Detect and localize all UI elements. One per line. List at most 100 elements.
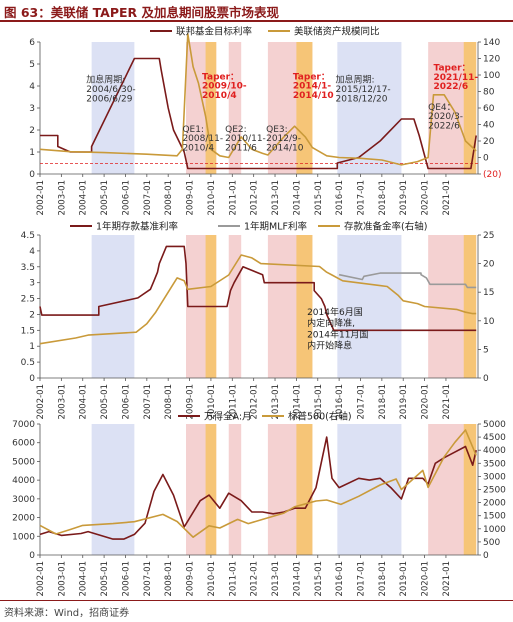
ytick-label-left: 0 [29,170,35,180]
ytick-label-right: 4000 [483,446,506,456]
ytick-label-right: 3000 [483,472,506,482]
xtick-label: 2002-01 [36,561,46,597]
annotation-text: 2014年11月国 [307,328,368,340]
xtick-label: 2003-01 [57,180,67,216]
xtick-label: 2020-01 [421,561,431,597]
xtick-label: 2006-01 [121,384,131,420]
xtick-label: 2009-01 [186,180,196,216]
series-line-2-1 [39,245,477,332]
xtick-label: 2016-01 [335,561,345,597]
ytick-label-left: 4000 [12,476,35,486]
band-blue-2-2 [337,235,402,378]
ytick-label-left: 3 [29,279,35,289]
ytick-label-right: 2000 [483,499,506,509]
xtick-label: 2020-01 [421,180,431,216]
annotation-text: 2010/4 [182,144,214,154]
ytick-label-right: 100 [483,71,500,81]
annotation-text: 2009/10- [202,82,247,92]
band-orange-1-3 [463,42,477,174]
xtick-label: 2009-01 [186,384,196,420]
band-orange-1-1 [205,42,217,174]
ytick-label-right: 500 [483,538,500,548]
band-orange-3-1 [205,424,217,555]
ytick-label-left: 6 [29,38,35,48]
source-rule [0,600,513,601]
band-blue-3-2 [337,424,402,555]
ytick-label-left: 1000 [12,532,35,542]
annotation-text: 2014年6月国 [307,306,363,318]
xtick-label: 2016-01 [335,180,345,216]
annotation-text: 2010/11- [225,134,266,144]
band-orange-3-3 [463,424,477,555]
xtick-label: 2004-01 [79,384,89,420]
xtick-label: 2008-01 [164,561,174,597]
annotation-text: 2014/10 [266,144,304,154]
ytick-label-right: 1000 [483,525,506,535]
ytick-label-right: 1500 [483,512,506,522]
ytick-label-left: 0.5 [21,358,35,368]
legend-label: 标普500(右轴) [288,411,352,423]
annotation-text: 2022/6 [433,82,468,92]
xtick-label: 2007-01 [143,561,153,597]
ytick-label-left: 5 [29,60,35,70]
annotation-text: 2018/12/20 [336,95,388,105]
annotation-text: 2004/6/30- [86,85,135,95]
band-orange-2-3 [463,235,477,378]
xtick-label: 2017-01 [356,180,366,216]
xtick-label: 2015-01 [314,384,324,420]
xtick-label: 2010-01 [207,180,217,216]
xtick-label: 2005-01 [100,384,110,420]
xtick-label: 2003-01 [57,384,67,420]
annotation-text: QE3: [266,125,288,135]
xtick-label: 2003-01 [57,561,67,597]
xtick-label: 2002-01 [36,180,46,216]
xtick-label: 2013-01 [271,561,281,597]
xtick-label: 2017-01 [356,561,366,597]
ytick-label-right: 20 [483,260,495,270]
xtick-label: 2013-01 [271,384,281,420]
ytick-label-right: 140 [483,38,500,48]
xtick-label: 2011-01 [228,180,238,216]
xtick-label: 2012-01 [250,561,260,597]
ytick-label-left: 2000 [12,514,35,524]
xtick-label: 2009-01 [186,561,196,597]
ytick-label-left: 0 [29,374,35,384]
ytick-label-right: 15 [483,288,494,298]
annotation-text: Taper： [433,64,470,74]
ytick-label-left: 1 [29,148,35,158]
annotation-text: 2015/12/17- [336,85,391,95]
band-blue-1-2 [337,42,402,174]
annotation-text: 内开始降息 [307,339,352,351]
ytick-label-right: 60 [483,104,495,114]
ytick-label-left: 2.5 [21,295,35,305]
annotation-text: Taper： [293,72,330,82]
annotation-text: 2014/1- [293,82,332,92]
annotation-text: QE2: [225,125,247,135]
ytick-label-right: 120 [483,55,500,65]
xtick-label: 2008-01 [164,180,174,216]
ytick-label-left: 4 [29,247,35,257]
legend-label: 存款准备金率(右轴) [344,221,427,233]
legend-label: 1年期存款基准利率 [96,221,179,233]
ytick-label-left: 2 [29,310,35,320]
xtick-label: 2017-01 [356,384,366,420]
xtick-label: 2014-01 [292,180,302,216]
xtick-label: 2004-01 [79,180,89,216]
band-orange-2-2 [296,235,313,378]
xtick-label: 2015-01 [314,561,324,597]
ytick-label-right: 20 [483,137,495,147]
figure-title: 图 63：美联储 TAPER 及加息期间股票市场表现 [4,5,280,20]
band-red-3-2 [228,424,242,555]
annotation-text: 2012/9- [266,134,301,144]
ytick-label-left: 6000 [12,439,35,449]
annotation-text: 内定向降准, [307,317,355,329]
legend-label: 联邦基金目标利率 [176,26,253,38]
ytick-label-right: 5 [483,345,489,355]
xtick-label: 2018-01 [378,561,388,597]
xtick-label: 2006-01 [121,180,131,216]
ytick-label-right: (20) [483,170,501,180]
ytick-label-right: 0 [483,374,489,384]
xtick-label: 2021-01 [442,384,452,420]
legend-label: 1年期MLF利率 [244,221,307,233]
